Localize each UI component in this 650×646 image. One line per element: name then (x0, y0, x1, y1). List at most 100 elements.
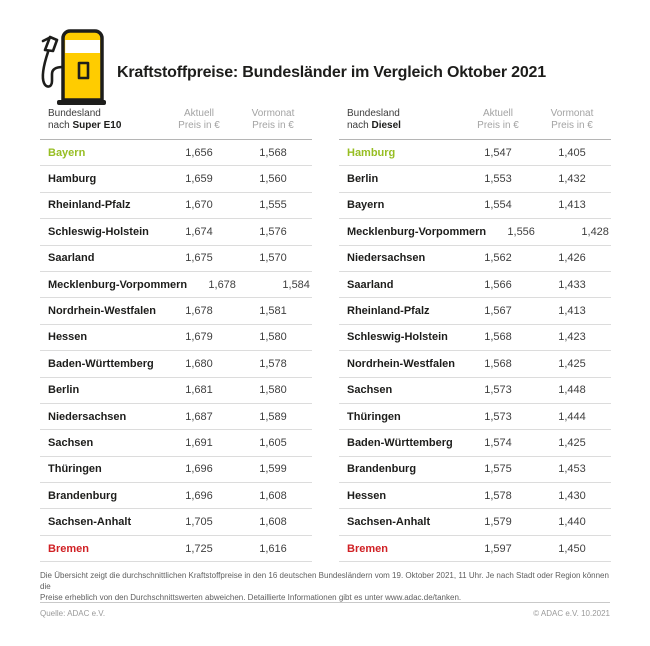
current-price: 1,568 (484, 357, 512, 370)
table-row: Sachsen 1,691 1,605 (40, 430, 312, 457)
previous-month-price: 1,426 (558, 252, 586, 265)
current-price: 1,696 (185, 463, 213, 476)
previous-month-price: 1,578 (259, 357, 287, 370)
state-name: Berlin (48, 384, 80, 397)
state-name: Nordrhein-Westfalen (48, 305, 156, 318)
fuel-type-label: Diesel (371, 120, 401, 131)
previous-month-price: 1,448 (558, 384, 586, 397)
current-price: 1,678 (208, 278, 236, 291)
previous-month-price: 1,425 (558, 436, 586, 449)
current-price: 1,568 (484, 331, 512, 344)
state-name: Hessen (347, 489, 387, 502)
state-name: Nordrhein-Westfalen (347, 357, 455, 370)
previous-month-price: 1,576 (259, 225, 287, 238)
table-row: Schleswig-Holstein 1,674 1,576 (40, 219, 312, 246)
column-header-bundesland: Bundesland nach Super E10 (48, 108, 122, 131)
current-price: 1,553 (484, 173, 512, 186)
previous-month-price: 1,444 (558, 410, 586, 423)
state-name: Mecklenburg-Vorpommern (347, 225, 487, 238)
previous-month-price: 1,453 (558, 463, 586, 476)
state-name: Brandenburg (48, 489, 118, 502)
table-row: Baden-Württemberg 1,680 1,578 (40, 351, 312, 378)
table-body: Hamburg 1,547 1,405 Berlin 1,553 1,432 B… (339, 140, 611, 563)
footer-divider (40, 602, 610, 603)
current-price: 1,574 (484, 436, 512, 449)
table-row: Brandenburg 1,575 1,453 (339, 457, 611, 484)
previous-month-price: 1,423 (558, 331, 586, 344)
table-row: Mecklenburg-Vorpommern 1,678 1,584 (40, 272, 312, 299)
current-price: 1,725 (185, 542, 213, 555)
current-price: 1,679 (185, 331, 213, 344)
current-price: 1,678 (185, 305, 213, 318)
price-tables: Bundesland nach Super E10 Aktuell Preis … (40, 108, 611, 563)
state-name: Sachsen-Anhalt (347, 516, 431, 529)
fuel-type-label: Super E10 (72, 120, 122, 131)
state-name: Schleswig-Holstein (48, 225, 149, 238)
state-name: Bremen (48, 542, 89, 555)
table-row: Schleswig-Holstein 1,568 1,423 (339, 325, 611, 352)
current-price: 1,567 (484, 305, 512, 318)
previous-month-price: 1,425 (558, 357, 586, 370)
current-price: 1,675 (185, 252, 213, 265)
column-header-aktuell: Aktuell Preis in € (178, 108, 220, 131)
previous-month-price: 1,413 (558, 305, 586, 318)
previous-month-price: 1,555 (259, 199, 287, 212)
source-credit: Quelle: ADAC e.V. (40, 609, 106, 618)
current-price: 1,691 (185, 436, 213, 449)
state-name: Hamburg (347, 146, 396, 159)
state-name: Bayern (48, 146, 86, 159)
previous-month-price: 1,570 (259, 252, 287, 265)
state-name: Berlin (347, 173, 379, 186)
table-row: Saarland 1,675 1,570 (40, 246, 312, 272)
previous-month-price: 1,580 (259, 331, 287, 344)
previous-month-price: 1,608 (259, 489, 287, 502)
table-row: Sachsen-Anhalt 1,579 1,440 (339, 509, 611, 536)
state-name: Brandenburg (347, 463, 417, 476)
current-price: 1,554 (484, 199, 512, 212)
table-row: Bremen 1,725 1,616 (40, 536, 312, 563)
current-price: 1,659 (185, 173, 213, 186)
table-row: Hessen 1,578 1,430 (339, 483, 611, 510)
previous-month-price: 1,581 (259, 305, 287, 318)
current-price: 1,670 (185, 199, 213, 212)
state-name: Thüringen (347, 410, 401, 423)
table-row: Bayern 1,554 1,413 (339, 193, 611, 220)
current-price: 1,597 (484, 542, 512, 555)
current-price: 1,696 (185, 489, 213, 502)
state-name: Niedersachsen (48, 410, 127, 423)
current-price: 1,680 (185, 357, 213, 370)
table-row: Niedersachsen 1,562 1,426 (339, 246, 611, 272)
current-price: 1,566 (484, 278, 512, 291)
current-price: 1,681 (185, 384, 213, 397)
column-header-aktuell: Aktuell Preis in € (477, 108, 519, 131)
table-row: Mecklenburg-Vorpommern 1,556 1,428 (339, 219, 611, 246)
table-row: Berlin 1,681 1,580 (40, 378, 312, 404)
table-row: Rheinland-Pfalz 1,567 1,413 (339, 298, 611, 325)
previous-month-price: 1,430 (558, 489, 586, 502)
state-name: Baden-Württemberg (48, 357, 154, 370)
state-name: Bayern (347, 199, 385, 212)
previous-month-price: 1,450 (558, 542, 586, 555)
table-header: Bundesland nach Super E10 Aktuell Preis … (40, 108, 312, 140)
state-name: Thüringen (48, 463, 102, 476)
copyright-credit: © ADAC e.V. 10.2021 (533, 609, 610, 618)
price-table-diesel: Bundesland nach Diesel Aktuell Preis in … (339, 108, 611, 563)
previous-month-price: 1,584 (282, 278, 310, 291)
previous-month-price: 1,608 (259, 516, 287, 529)
previous-month-price: 1,440 (558, 516, 586, 529)
state-name: Niedersachsen (347, 252, 426, 265)
table-row: Thüringen 1,696 1,599 (40, 457, 312, 484)
table-row: Berlin 1,553 1,432 (339, 166, 611, 193)
previous-month-price: 1,580 (259, 384, 287, 397)
current-price: 1,562 (484, 252, 512, 265)
state-name: Rheinland-Pfalz (347, 305, 430, 318)
previous-month-price: 1,616 (259, 542, 287, 555)
table-row: Thüringen 1,573 1,444 (339, 404, 611, 431)
state-name: Saarland (48, 252, 95, 265)
table-row: Niedersachsen 1,687 1,589 (40, 404, 312, 431)
table-row: Sachsen 1,573 1,448 (339, 378, 611, 404)
previous-month-price: 1,568 (259, 146, 287, 159)
current-price: 1,687 (185, 410, 213, 423)
table-row: Hamburg 1,659 1,560 (40, 166, 312, 193)
table-row: Nordrhein-Westfalen 1,678 1,581 (40, 298, 312, 325)
